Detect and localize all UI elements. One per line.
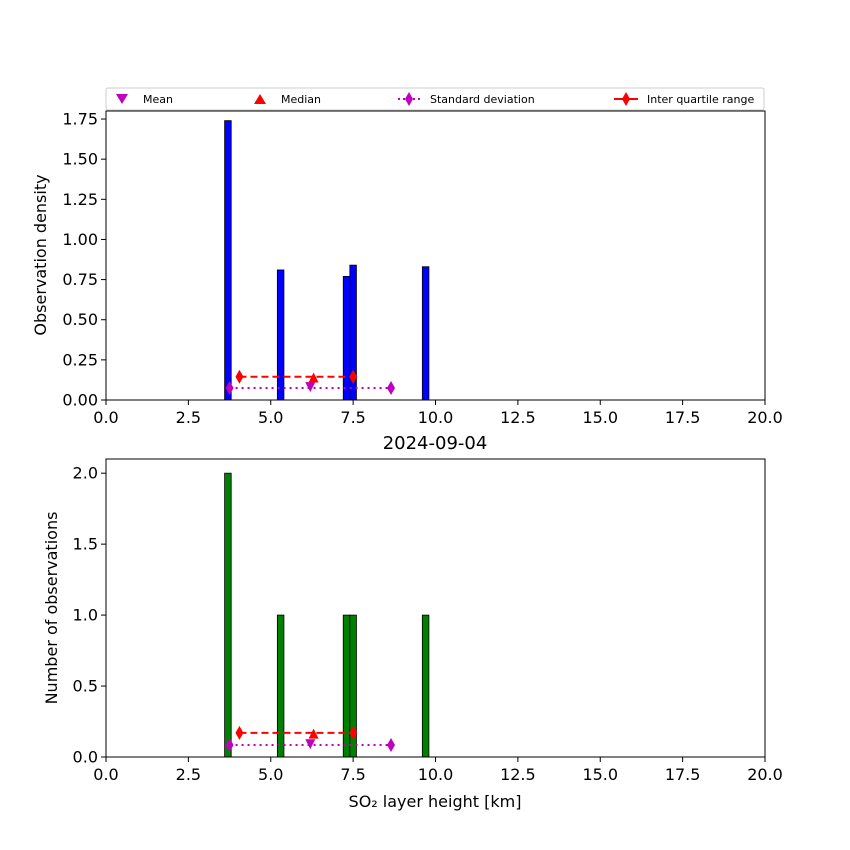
density-y-ticks: 0.00 0.25 0.50 0.75 1.00 1.25 1.50 1.75	[62, 110, 106, 410]
count-x-tick-label-7: 17.5	[665, 765, 701, 784]
count-bar-0	[224, 472, 232, 758]
density-x-tick-label-7: 17.5	[665, 408, 701, 427]
density-y-axis-label: Observation density	[31, 174, 50, 335]
count-std-low-marker	[225, 737, 234, 752]
count-x-tick-label-6: 15.0	[582, 765, 618, 784]
count-y-tick-label-4: 2.0	[73, 464, 98, 483]
count-std-high-marker	[387, 737, 396, 752]
count-median-marker	[308, 728, 319, 739]
count-bar-2	[342, 614, 351, 758]
density-y-tick-label-0: 0.00	[62, 391, 98, 410]
count-panel-title: 2024-09-04	[383, 433, 488, 454]
density-y-tick-label-7: 1.75	[62, 110, 98, 129]
legend-mean-label: Mean	[143, 93, 173, 106]
density-bar-2	[342, 275, 351, 401]
count-bar-1	[276, 614, 285, 758]
density-y-tick-label-3: 0.75	[62, 270, 98, 289]
legend-mean-marker	[116, 94, 128, 104]
count-axes-frame	[105, 458, 766, 758]
count-x-tick-label-8: 20.0	[747, 765, 783, 784]
count-x-tick-label-2: 5.0	[258, 765, 283, 784]
density-iqr-high-marker	[349, 369, 358, 384]
legend-frame	[105, 87, 765, 111]
count-x-tick-label-5: 12.5	[500, 765, 536, 784]
count-x-tick-label-3: 7.5	[340, 765, 365, 784]
density-axes-frame	[105, 110, 766, 401]
count-y-tick-label-0: 0.0	[73, 748, 98, 767]
density-y-tick-label-5: 1.25	[62, 190, 98, 209]
count-bar-4	[421, 614, 430, 758]
density-x-tick-label-5: 12.5	[500, 408, 536, 427]
legend-std-marker	[405, 92, 413, 106]
density-x-tick-label-6: 15.0	[582, 408, 618, 427]
density-std-low-marker	[225, 380, 234, 395]
density-mean-marker	[305, 382, 316, 393]
legend: Mean Median Standard deviation Inter qua…	[105, 87, 765, 111]
count-y-tick-label-1: 0.5	[73, 677, 98, 696]
count-iqr-low-marker	[235, 725, 244, 740]
legend-median-marker	[254, 94, 266, 104]
legend-median-label: Median	[281, 93, 321, 106]
count-panel: 2024-09-04 0.0 2.5 5.0 7.5 10.0 12.5 15.0 17.5 2…	[42, 433, 783, 811]
count-x-tick-label-4: 10.0	[418, 765, 454, 784]
density-iqr-low-marker	[235, 369, 244, 384]
density-x-tick-label-0: 0.0	[93, 408, 118, 427]
density-x-tick-label-1: 2.5	[176, 408, 201, 427]
count-stat-markers	[225, 725, 396, 752]
density-x-ticks: 0.0 2.5 5.0 7.5 10.0 12.5 15.0 17.5 20.0	[93, 400, 783, 427]
count-y-axis-label: Number of observations	[42, 512, 61, 705]
count-y-tick-label-2: 1.0	[73, 606, 98, 625]
count-y-tick-label-3: 1.5	[73, 535, 98, 554]
legend-iqr-label: Inter quartile range	[647, 93, 754, 106]
count-y-ticks: 0.0 0.5 1.0 1.5 2.0	[73, 464, 106, 767]
density-x-tick-label-4: 10.0	[418, 408, 454, 427]
density-y-tick-label-6: 1.50	[62, 150, 98, 169]
x-axis-label: SO₂ layer height [km]	[349, 792, 522, 811]
density-bars	[224, 120, 430, 401]
density-stat-markers	[225, 369, 396, 395]
count-bars	[224, 472, 430, 758]
density-bar-0	[224, 120, 232, 401]
count-x-tick-label-1: 2.5	[176, 765, 201, 784]
density-panel: 0.0 2.5 5.0 7.5 10.0 12.5 15.0 17.5 20.0 0.00 0.2…	[31, 110, 783, 427]
legend-std-label: Standard deviation	[430, 93, 535, 106]
density-median-marker	[308, 372, 319, 383]
count-iqr-high-marker	[349, 725, 358, 740]
density-x-tick-label-3: 7.5	[340, 408, 365, 427]
count-x-ticks: 0.0 2.5 5.0 7.5 10.0 12.5 15.0 17.5 20.0	[93, 757, 783, 784]
density-y-tick-label-1: 0.25	[62, 350, 98, 369]
density-y-tick-label-4: 1.00	[62, 230, 98, 249]
density-x-tick-label-2: 5.0	[258, 408, 283, 427]
density-bar-4	[421, 266, 430, 401]
legend-iqr-marker	[622, 92, 630, 106]
density-bar-1	[276, 269, 285, 401]
density-y-tick-label-2: 0.50	[62, 310, 98, 329]
density-std-high-marker	[387, 380, 396, 395]
density-x-tick-label-8: 20.0	[747, 408, 783, 427]
count-mean-marker	[305, 739, 316, 750]
count-x-tick-label-0: 0.0	[93, 765, 118, 784]
